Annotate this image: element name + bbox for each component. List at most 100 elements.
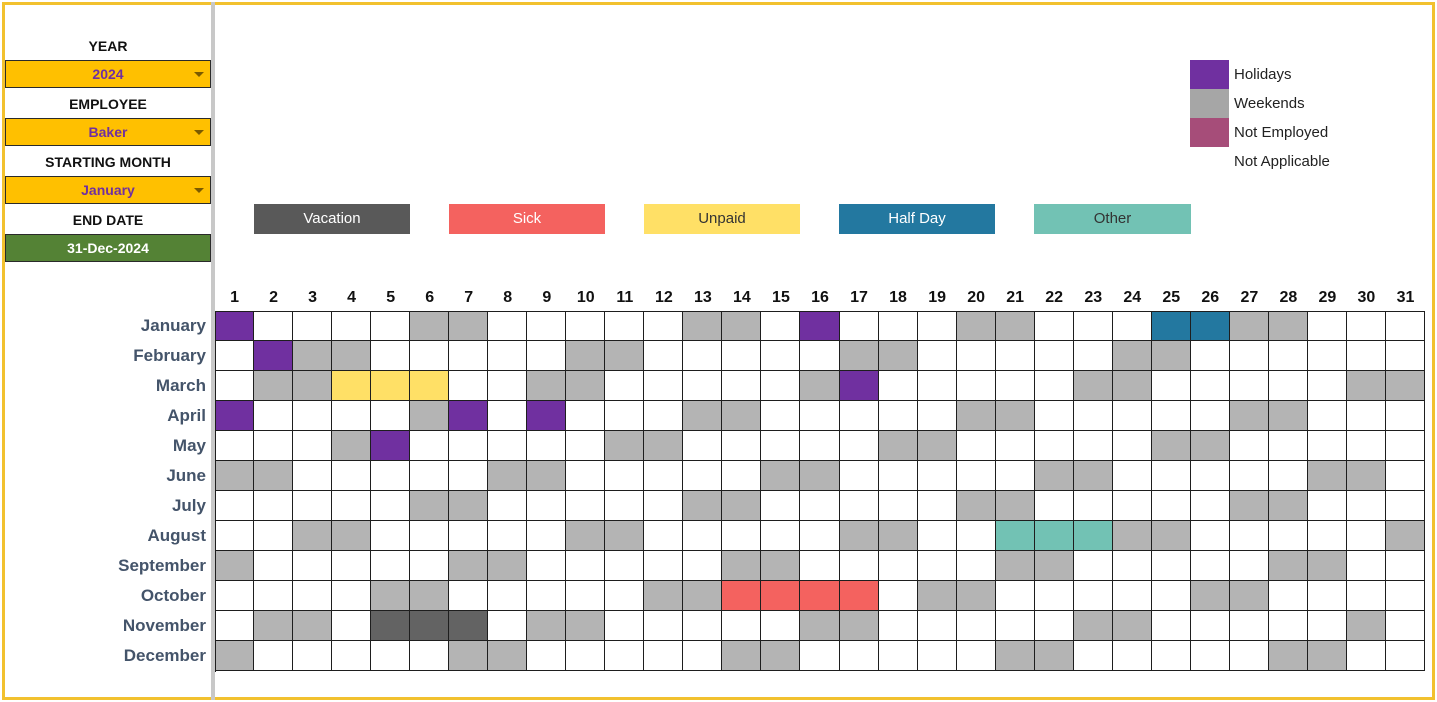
day-cell[interactable]: [527, 581, 566, 611]
day-cell[interactable]: [683, 401, 722, 431]
day-cell[interactable]: [840, 341, 879, 371]
day-cell[interactable]: [605, 611, 644, 641]
day-cell[interactable]: [215, 431, 254, 461]
day-cell[interactable]: [1230, 611, 1269, 641]
day-cell[interactable]: [1386, 341, 1425, 371]
day-cell[interactable]: [371, 581, 410, 611]
day-cell[interactable]: [1230, 341, 1269, 371]
day-cell[interactable]: [1230, 371, 1269, 401]
day-cell[interactable]: [879, 611, 918, 641]
day-cell[interactable]: [566, 611, 605, 641]
day-cell[interactable]: [957, 371, 996, 401]
day-cell[interactable]: [644, 371, 683, 401]
day-cell[interactable]: [1074, 431, 1113, 461]
day-cell[interactable]: [1035, 371, 1074, 401]
day-cell[interactable]: [1074, 491, 1113, 521]
day-cell[interactable]: [879, 491, 918, 521]
day-cell[interactable]: [293, 521, 332, 551]
day-cell[interactable]: [683, 521, 722, 551]
day-cell[interactable]: [488, 431, 527, 461]
day-cell[interactable]: [254, 551, 293, 581]
day-cell[interactable]: [410, 641, 449, 671]
day-cell[interactable]: [410, 431, 449, 461]
day-cell[interactable]: [527, 371, 566, 401]
day-cell[interactable]: [1347, 341, 1386, 371]
day-cell[interactable]: [254, 611, 293, 641]
day-cell[interactable]: [488, 641, 527, 671]
day-cell[interactable]: [1035, 641, 1074, 671]
day-cell[interactable]: [840, 551, 879, 581]
day-cell[interactable]: [410, 551, 449, 581]
day-cell[interactable]: [1035, 581, 1074, 611]
day-cell[interactable]: [293, 371, 332, 401]
day-cell[interactable]: [683, 611, 722, 641]
day-cell[interactable]: [527, 311, 566, 341]
day-cell[interactable]: [918, 611, 957, 641]
day-cell[interactable]: [1035, 461, 1074, 491]
day-cell[interactable]: [527, 521, 566, 551]
day-cell[interactable]: [293, 611, 332, 641]
day-cell[interactable]: [1386, 581, 1425, 611]
day-cell[interactable]: [566, 551, 605, 581]
day-cell[interactable]: [918, 431, 957, 461]
day-cell[interactable]: [605, 461, 644, 491]
day-cell[interactable]: [879, 581, 918, 611]
day-cell[interactable]: [918, 521, 957, 551]
day-cell[interactable]: [957, 401, 996, 431]
day-cell[interactable]: [800, 401, 840, 431]
day-cell[interactable]: [1386, 521, 1425, 551]
day-cell[interactable]: [800, 521, 840, 551]
day-cell[interactable]: [371, 641, 410, 671]
day-cell[interactable]: [840, 431, 879, 461]
day-cell[interactable]: [1074, 401, 1113, 431]
day-cell[interactable]: [1230, 551, 1269, 581]
sick-button[interactable]: Sick: [449, 204, 605, 234]
day-cell[interactable]: [918, 341, 957, 371]
day-cell[interactable]: [644, 341, 683, 371]
day-cell[interactable]: [957, 491, 996, 521]
day-cell[interactable]: [488, 461, 527, 491]
day-cell[interactable]: [371, 491, 410, 521]
day-cell[interactable]: [1035, 521, 1074, 551]
day-cell[interactable]: [722, 371, 761, 401]
day-cell[interactable]: [371, 311, 410, 341]
day-cell[interactable]: [371, 431, 410, 461]
day-cell[interactable]: [957, 461, 996, 491]
day-cell[interactable]: [996, 341, 1035, 371]
day-cell[interactable]: [1035, 551, 1074, 581]
day-cell[interactable]: [1269, 551, 1308, 581]
day-cell[interactable]: [683, 551, 722, 581]
day-cell[interactable]: [1152, 641, 1191, 671]
day-cell[interactable]: [1347, 551, 1386, 581]
starting-month-dropdown[interactable]: January: [5, 176, 211, 204]
day-cell[interactable]: [488, 581, 527, 611]
day-cell[interactable]: [800, 341, 840, 371]
day-cell[interactable]: [800, 581, 840, 611]
day-cell[interactable]: [1308, 641, 1347, 671]
day-cell[interactable]: [527, 641, 566, 671]
day-cell[interactable]: [449, 581, 488, 611]
day-cell[interactable]: [1308, 551, 1347, 581]
day-cell[interactable]: [1113, 491, 1152, 521]
day-cell[interactable]: [1191, 521, 1230, 551]
day-cell[interactable]: [1230, 641, 1269, 671]
day-cell[interactable]: [1191, 341, 1230, 371]
day-cell[interactable]: [254, 641, 293, 671]
day-cell[interactable]: [800, 461, 840, 491]
day-cell[interactable]: [1152, 551, 1191, 581]
day-cell[interactable]: [566, 581, 605, 611]
day-cell[interactable]: [293, 431, 332, 461]
day-cell[interactable]: [1113, 461, 1152, 491]
day-cell[interactable]: [254, 401, 293, 431]
day-cell[interactable]: [918, 461, 957, 491]
day-cell[interactable]: [840, 641, 879, 671]
day-cell[interactable]: [1269, 491, 1308, 521]
day-cell[interactable]: [1113, 521, 1152, 551]
day-cell[interactable]: [957, 431, 996, 461]
day-cell[interactable]: [722, 431, 761, 461]
day-cell[interactable]: [410, 311, 449, 341]
day-cell[interactable]: [879, 431, 918, 461]
day-cell[interactable]: [1191, 551, 1230, 581]
day-cell[interactable]: [332, 371, 371, 401]
day-cell[interactable]: [449, 431, 488, 461]
